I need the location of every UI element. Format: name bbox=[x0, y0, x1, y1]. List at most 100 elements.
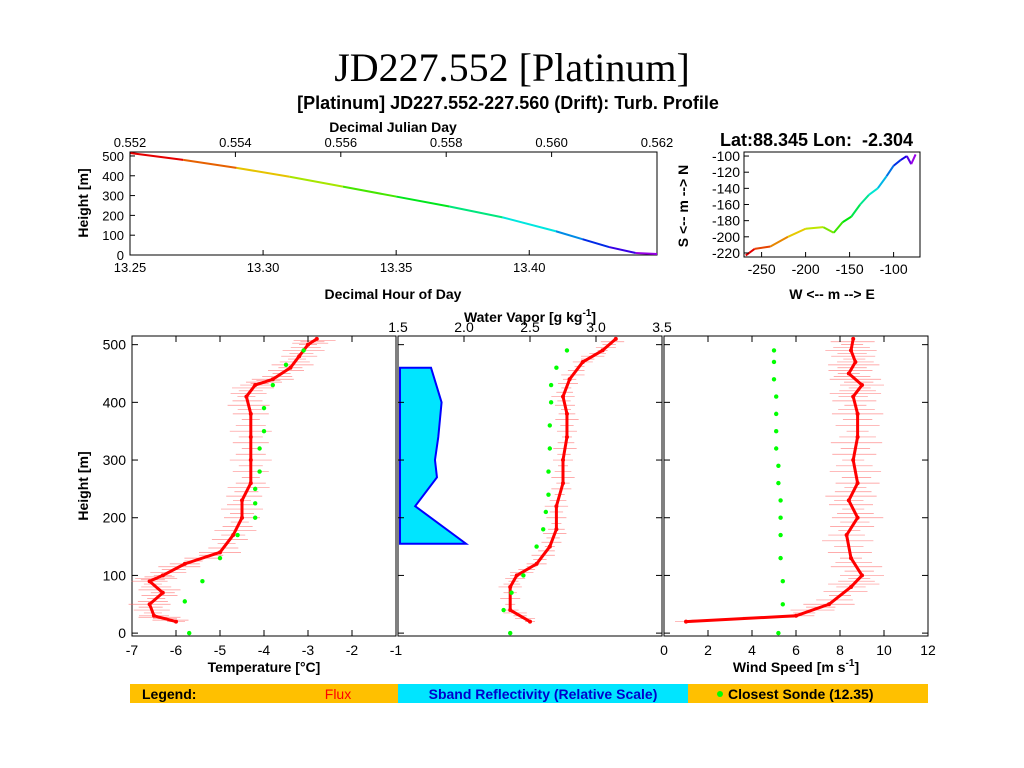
axis-label-bottom: Decimal Hour of Day bbox=[325, 286, 462, 302]
y-tick-label: 100 bbox=[103, 567, 127, 583]
axis-label-left: S <-- m --> N bbox=[675, 165, 691, 247]
track-segment bbox=[900, 155, 908, 161]
flux-point bbox=[182, 561, 187, 566]
flux-point bbox=[508, 584, 513, 589]
x-tick-label: 2 bbox=[704, 642, 712, 658]
track-segment bbox=[905, 155, 913, 165]
x-tick-label: -2 bbox=[346, 642, 359, 658]
flux-point bbox=[561, 481, 565, 486]
flux-point bbox=[314, 336, 319, 341]
sonde-point bbox=[261, 428, 267, 434]
flux-point bbox=[564, 434, 569, 439]
flux-point bbox=[851, 394, 856, 399]
sonde-point bbox=[774, 394, 779, 399]
axis-label-bottom: Wind Speed [m s-1] bbox=[733, 658, 859, 675]
flux-point bbox=[554, 504, 559, 509]
data-segment bbox=[555, 230, 583, 241]
panel-frame bbox=[743, 151, 921, 258]
flux-point bbox=[160, 590, 165, 595]
track-segment bbox=[754, 245, 771, 250]
data-segment bbox=[608, 246, 636, 254]
y-tick-label: 400 bbox=[102, 169, 124, 184]
axis-label-top: Decimal Julian Day bbox=[329, 119, 457, 135]
flux-point bbox=[508, 608, 513, 613]
sonde-point bbox=[778, 515, 783, 520]
x-tick-label: 2.5 bbox=[520, 319, 540, 335]
slide-title: JD227.552 [Platinum] bbox=[334, 45, 690, 90]
track-segment bbox=[832, 221, 844, 234]
flux-point bbox=[547, 544, 552, 549]
data-segment bbox=[582, 238, 610, 249]
sonde-point bbox=[778, 555, 783, 561]
sonde-point bbox=[543, 509, 549, 515]
top-tick-label: 0.556 bbox=[325, 135, 358, 150]
track-segment bbox=[868, 187, 879, 196]
flux-point bbox=[270, 377, 275, 382]
drift-height-panel: 13.25 13.30 13.35 13.4001002003004005000.55… bbox=[75, 119, 673, 302]
y-tick-label: -220 bbox=[712, 245, 740, 261]
x-tick-label: -200 bbox=[792, 261, 820, 277]
superscript: -1 bbox=[846, 658, 855, 669]
data-segment bbox=[289, 175, 344, 188]
panel-frame bbox=[129, 151, 658, 256]
sonde-point bbox=[182, 599, 187, 604]
flux-point bbox=[844, 533, 849, 538]
x-tick-label: -6 bbox=[170, 642, 183, 658]
flux-point bbox=[613, 336, 618, 341]
x-tick-label: -1 bbox=[390, 642, 403, 658]
flux-point bbox=[152, 613, 156, 618]
x-tick-label: 13.25 bbox=[114, 260, 147, 275]
y-tick-label: -180 bbox=[712, 213, 740, 229]
sonde-point bbox=[564, 348, 570, 353]
y-tick-label: 300 bbox=[102, 189, 124, 204]
legend-sonde-marker bbox=[717, 691, 723, 697]
axis-label-bottom: W <-- m --> E bbox=[789, 286, 875, 302]
track-segment bbox=[787, 227, 807, 238]
sonde-point bbox=[554, 365, 559, 370]
track-segment bbox=[745, 248, 756, 257]
y-tick-label: -200 bbox=[712, 229, 740, 245]
data-segment bbox=[236, 166, 290, 178]
y-tick-label: 400 bbox=[103, 394, 127, 410]
sonde-point bbox=[546, 492, 551, 497]
y-tick-label: -140 bbox=[712, 180, 740, 196]
flux-point bbox=[855, 515, 860, 520]
y-tick-label: -160 bbox=[712, 197, 740, 213]
sonde-point bbox=[257, 469, 262, 474]
flux-point bbox=[288, 365, 293, 370]
flux-point bbox=[253, 383, 258, 388]
data-segment bbox=[183, 158, 237, 169]
sonde-point bbox=[257, 446, 262, 451]
sonde-point bbox=[508, 630, 513, 636]
x-tick-label: -7 bbox=[126, 642, 139, 658]
sonde-point bbox=[774, 428, 779, 434]
y-tick-label: 0 bbox=[117, 248, 124, 263]
flux-line bbox=[508, 337, 617, 623]
y-tick-label: 500 bbox=[102, 149, 124, 164]
sonde-point bbox=[509, 590, 514, 595]
sonde-point bbox=[548, 400, 554, 405]
sonde-point bbox=[776, 463, 781, 469]
x-tick-label: 4 bbox=[748, 642, 756, 658]
x-tick-label: -150 bbox=[836, 261, 864, 277]
flux-point bbox=[827, 602, 831, 607]
flux-point bbox=[528, 619, 532, 624]
data-segment bbox=[502, 216, 557, 233]
x-tick-label: -3 bbox=[302, 642, 315, 658]
sonde-point bbox=[541, 527, 546, 532]
sonde-point bbox=[771, 359, 777, 365]
x-tick-label: 10 bbox=[876, 642, 892, 658]
data-segment bbox=[342, 185, 397, 198]
legend-flux: Flux bbox=[325, 686, 351, 702]
track-segment bbox=[842, 215, 852, 224]
y-tick-label: 0 bbox=[118, 625, 126, 641]
flux-point bbox=[849, 584, 853, 589]
legend-sband: Sband Reflectivity (Relative Scale) bbox=[429, 686, 658, 702]
sonde-point bbox=[253, 501, 258, 506]
panel-title: Lat:88.345 Lon: -2.304 bbox=[720, 130, 913, 150]
superscript: -1 bbox=[582, 308, 591, 319]
flux-point bbox=[851, 458, 856, 463]
flux-point bbox=[240, 515, 244, 520]
sonde-point bbox=[521, 573, 526, 578]
